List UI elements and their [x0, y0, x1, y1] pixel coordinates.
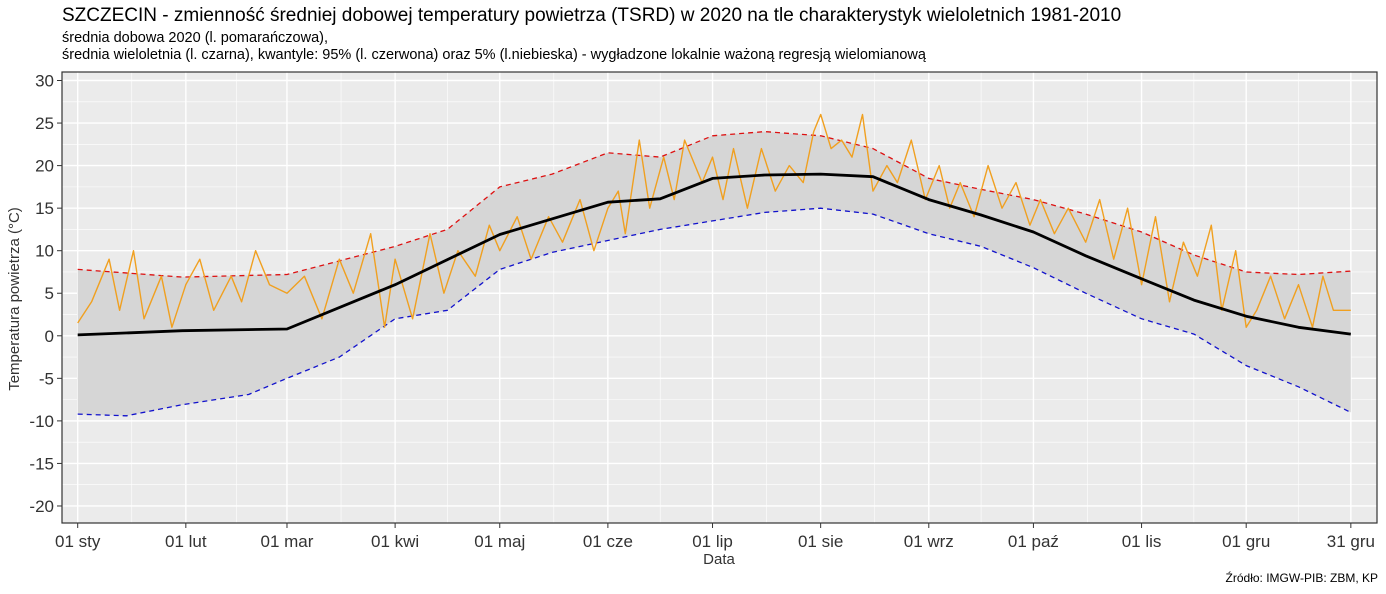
series-line-daily_2020: [77, 113, 1351, 328]
y-tick-label: -10: [29, 412, 54, 431]
x-tick-label: 01 wrz: [904, 532, 954, 551]
major-grid: [62, 72, 1377, 523]
x-axis: 01 sty 01 lut 01 mar 01 kwi 01 maj 01 cze 01 l…: [55, 523, 1375, 551]
y-tick-label: -5: [39, 369, 54, 388]
x-tick-label: 01 paź: [1008, 532, 1059, 551]
chart-subtitle-line-1: średnia dobowa 2020 (l. pomarańczowa),: [62, 30, 328, 46]
y-axis: -20 -15 -10 -5 0 5 10 15 20 25 30: [29, 72, 62, 516]
y-tick-label: 25: [35, 114, 54, 133]
x-axis-label: Data: [703, 551, 735, 568]
x-tick-label: 01 sie: [798, 532, 843, 551]
y-tick-label: 15: [35, 199, 54, 218]
y-tick-label: 10: [35, 242, 54, 261]
plot-border: [61, 71, 1378, 524]
x-tick-label: 01 maj: [474, 532, 525, 551]
y-tick-label: 20: [35, 157, 54, 176]
chart-title: SZCZECIN - zmienność średniej dobowej te…: [62, 5, 1122, 26]
x-tick-label: 01 sty: [55, 532, 101, 551]
x-tick-label: 01 mar: [261, 532, 314, 551]
x-tick-label: 01 lut: [165, 532, 207, 551]
x-tick-label: 01 kwi: [371, 532, 419, 551]
chart-subtitle-line-2: średnia wieloletnia (l. czarna), kwantyl…: [62, 47, 926, 63]
x-tick-label: 01 lip: [692, 532, 733, 551]
y-axis-label: Temperatura powietrza (°C): [6, 207, 23, 391]
series-line-q5: [77, 207, 1352, 417]
y-tick-label: 5: [45, 284, 54, 303]
x-tick-label: 31 gru: [1327, 532, 1375, 551]
source-note: Źródło: IMGW-PIB: ZBM, KP: [1225, 571, 1378, 585]
y-tick-label: 30: [35, 72, 54, 91]
temperature-chart: -20 -15 -10 -5 0 5 10 15 20 25 30 01 sty 01 lut 01 m…: [6, 71, 1378, 568]
x-tick-label: 01 gru: [1222, 532, 1270, 551]
y-tick-label: -20: [29, 497, 54, 516]
x-tick-label: 01 cze: [583, 532, 633, 551]
y-tick-label: 0: [45, 327, 54, 346]
y-tick-label: -15: [29, 454, 54, 473]
series-layer: [77, 113, 1352, 417]
quantile-band: [77, 131, 1351, 416]
x-tick-label: 01 lis: [1122, 532, 1162, 551]
series-line-long_term_mean: [77, 172, 1351, 337]
